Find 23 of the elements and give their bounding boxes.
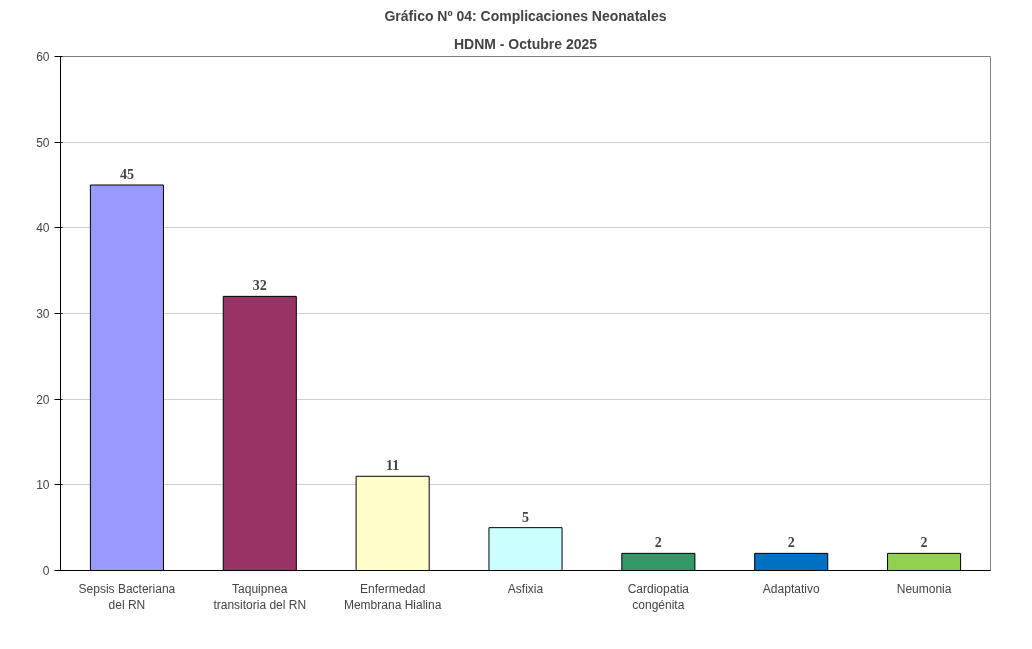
data-label: 2: [787, 535, 795, 551]
x-tick-label: Enfermedad Membrana Hialina: [343, 581, 442, 613]
x-tick-label: Neumonia: [896, 581, 952, 596]
chart-subtitle: HDNM - Octubre 2025: [453, 35, 598, 52]
y-tick-label: 30: [36, 307, 50, 321]
y-tick-label: 0: [42, 564, 50, 578]
data-label: 45: [119, 167, 134, 182]
y-tick-label: 10: [36, 478, 50, 493]
x-tick-label: Adaptativo: [762, 581, 820, 596]
y-tick-label: 20: [36, 392, 50, 407]
y-tick-label: 50: [36, 135, 50, 150]
data-label: 2: [920, 535, 928, 551]
y-tick-label: 40: [36, 221, 50, 236]
x-tick-label: Sepsis Bacteriana del RN: [78, 581, 176, 613]
data-label: 32: [252, 278, 267, 294]
y-tick-label: 60: [36, 50, 50, 64]
data-label: 5: [522, 509, 529, 525]
data-label: 11: [386, 458, 400, 474]
data-label: 2: [654, 535, 662, 551]
x-tick-label: Asfixia: [507, 581, 544, 596]
chart-title: Gráfico Nº 04: Complicaciones Neonatales: [384, 7, 667, 24]
x-tick-label: Cardiopatia congénita: [627, 581, 690, 613]
x-tick-label: Taquipnea transitoria del RN: [213, 581, 307, 613]
